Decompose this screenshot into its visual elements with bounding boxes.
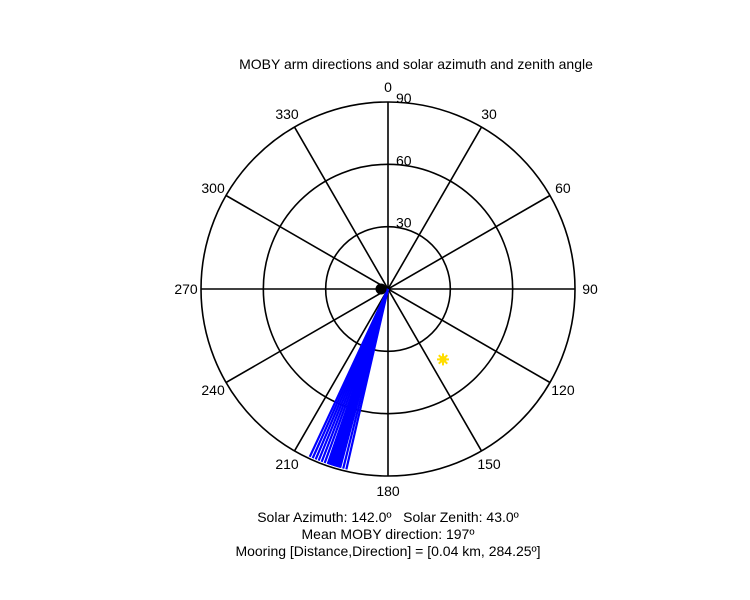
radial-tick-labels: 30 60 90 (396, 90, 412, 231)
mooring-text: Mooring [Distance,Direction] = [0.04 km,… (235, 543, 540, 559)
moby-center-dot (375, 283, 387, 295)
angle-tick-label-30: 30 (481, 106, 497, 122)
markers (375, 283, 450, 366)
angle-tick-label-120: 120 (551, 382, 575, 398)
angle-tick-label-240: 240 (201, 382, 225, 398)
angle-tick-label-270: 270 (174, 281, 198, 297)
arm-direction-line-16 (308, 288, 389, 458)
angle-tick-labels: 0 30 60 90 120 150 180 210 240 270 300 330 (174, 79, 598, 499)
angle-tick-label-330: 330 (275, 106, 299, 122)
angle-tick-label-180: 180 (376, 483, 400, 499)
angle-tick-label-150: 150 (477, 456, 501, 472)
radial-tick-label-90: 90 (396, 90, 412, 106)
mean-moby-direction-text: Mean MOBY direction: 197º (302, 526, 475, 542)
solar-angles-text: Solar Azimuth: 142.0º Solar Zenith: 43.0… (257, 509, 519, 525)
radial-tick-label-60: 60 (396, 152, 412, 168)
angle-tick-label-0: 0 (384, 79, 392, 95)
angle-tick-label-60: 60 (555, 180, 571, 196)
moby-arm-lines (308, 288, 390, 470)
angle-tick-label-90: 90 (582, 281, 598, 297)
radial-tick-label-30: 30 (396, 215, 412, 231)
angle-tick-label-300: 300 (201, 180, 225, 196)
angle-tick-label-210: 210 (275, 456, 299, 472)
chart-title: MOBY arm directions and solar azimuth an… (239, 56, 593, 72)
sun-icon (437, 353, 450, 366)
